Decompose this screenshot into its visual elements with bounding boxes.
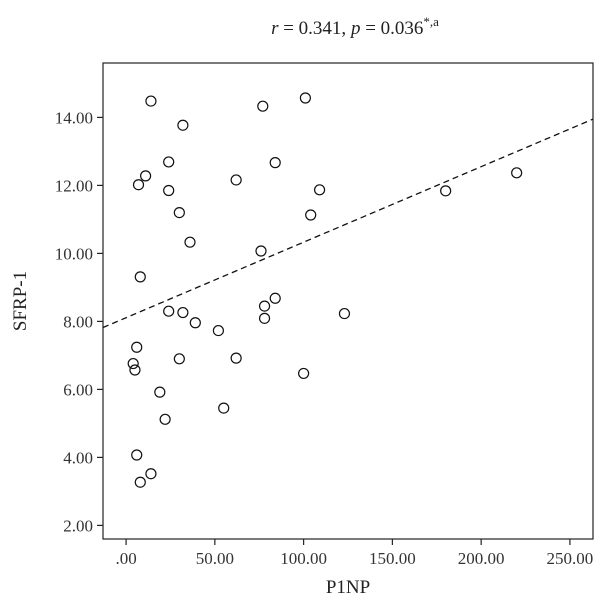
y-tick-label: 12.00: [55, 176, 93, 195]
data-point-7: [140, 170, 152, 182]
data-point-27: [131, 341, 143, 353]
data-point-32: [298, 367, 310, 380]
x-tick-label: 150.00: [369, 549, 416, 568]
data-point-33: [154, 386, 166, 398]
data-point-9: [230, 174, 242, 186]
title-r-value: = 0.341,: [278, 18, 350, 39]
data-point-23: [258, 312, 271, 324]
data-point-34: [218, 402, 230, 414]
y-axis-ticks: 2.00 4.00 6.00 8.00 10.00 12.00 14.00: [55, 108, 103, 535]
data-point-20: [258, 300, 271, 312]
data-point-3: [299, 92, 311, 104]
y-tick-label: 14.00: [55, 108, 93, 127]
data-point-6: [269, 157, 281, 169]
data-point-11: [313, 184, 326, 196]
data-point-10: [163, 184, 175, 197]
data-point-24: [338, 307, 351, 320]
x-axis-ticks: .00 50.00 100.00 150.00 200.00 250.00: [115, 539, 593, 568]
y-tick-label: 2.00: [63, 516, 93, 535]
data-points: [127, 92, 523, 488]
title-superscript: *,a: [423, 14, 439, 29]
data-point-21: [163, 305, 175, 317]
data-point-1: [145, 95, 157, 107]
data-point-37: [145, 468, 157, 480]
x-tick-label: 50.00: [196, 549, 234, 568]
y-tick-label: 8.00: [63, 312, 93, 331]
x-tick-label: 200.00: [458, 549, 505, 568]
chart-title: r = 0.341, p = 0.036*,a: [271, 14, 439, 39]
data-point-29: [230, 352, 242, 364]
data-point-30: [127, 357, 139, 370]
data-point-15: [305, 209, 317, 221]
x-tick-label: 250.00: [547, 549, 594, 568]
data-point-28: [173, 353, 185, 365]
data-point-36: [131, 449, 143, 461]
data-point-17: [255, 245, 267, 257]
data-point-31: [129, 364, 141, 376]
title-r-symbol: r: [271, 18, 279, 39]
y-tick-label: 10.00: [55, 244, 93, 263]
trend-line: [102, 118, 594, 329]
data-point-14: [173, 207, 185, 219]
data-point-25: [189, 317, 201, 329]
x-axis-title: P1NP: [326, 577, 370, 598]
data-point-8: [132, 179, 145, 191]
x-tick-label: .00: [115, 549, 136, 568]
plot-frame: [102, 62, 594, 540]
data-point-16: [184, 236, 196, 248]
y-tick-label: 6.00: [63, 380, 93, 399]
title-p-value: = 0.036: [360, 18, 423, 39]
data-point-22: [177, 306, 189, 319]
data-point-35: [159, 413, 171, 425]
y-tick-label: 4.00: [63, 448, 93, 467]
plot-area: .00 50.00 100.00 150.00 200.00 250.00 2.00 4.0…: [55, 62, 594, 568]
data-point-2: [257, 100, 269, 112]
data-point-4: [177, 119, 189, 131]
data-point-12: [440, 185, 452, 197]
x-tick-label: 100.00: [280, 549, 327, 568]
data-point-13: [511, 167, 523, 179]
data-point-38: [134, 476, 146, 488]
data-point-26: [212, 324, 224, 337]
data-point-18: [134, 271, 146, 283]
data-point-19: [269, 292, 281, 304]
y-axis-title: SFRP-1: [10, 271, 31, 331]
title-p-symbol: p: [349, 18, 361, 39]
data-point-5: [163, 156, 175, 168]
